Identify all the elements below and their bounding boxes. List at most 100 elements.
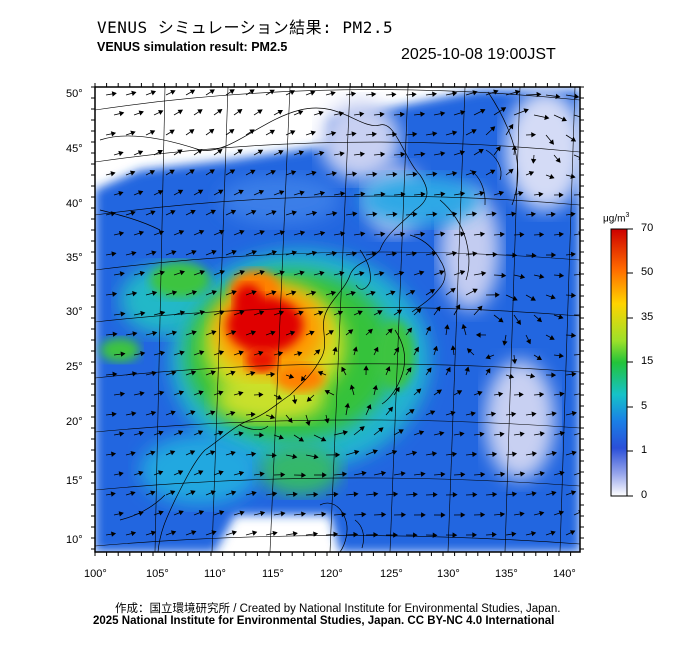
wind-arrowhead: [392, 131, 398, 138]
wind-arrow: [573, 154, 580, 158]
wind-arrowhead: [519, 511, 525, 517]
wind-arrowhead: [459, 270, 466, 276]
wind-arrowhead: [130, 451, 136, 457]
wind-arrowhead: [559, 470, 565, 476]
wind-arrowhead: [211, 530, 217, 536]
wind-arrowhead: [558, 352, 564, 359]
wind-arrowhead: [432, 91, 437, 97]
wind-arrowhead: [190, 490, 196, 496]
wind-arrowhead: [280, 511, 286, 517]
wind-arrowhead: [157, 149, 163, 155]
wind-arrow: [573, 194, 580, 196]
wind-arrowhead: [432, 211, 438, 217]
wind-arrowhead: [440, 191, 446, 197]
wind-arrowhead: [536, 317, 543, 323]
wind-arrowhead: [501, 272, 507, 279]
wind-arrowhead: [396, 309, 403, 315]
wind-arrowhead: [321, 511, 327, 518]
wind-arrowhead: [400, 471, 406, 477]
wind-arrowhead: [171, 290, 178, 296]
copyright-line: 2025 National Institute for Environmenta…: [93, 615, 555, 627]
wind-arrowhead: [435, 306, 441, 312]
lat-label: 40°: [66, 198, 83, 210]
wind-arrowhead: [350, 91, 357, 97]
wind-arrowhead: [178, 390, 185, 396]
wind-arrowhead: [120, 311, 126, 317]
wind-arrowhead: [278, 310, 285, 316]
colorbar-tick: 15: [641, 355, 654, 367]
wind-arrowhead: [170, 210, 176, 215]
wind-arrowhead: [130, 210, 136, 216]
wind-arrowhead: [259, 230, 265, 236]
wind-arrowhead: [278, 150, 284, 155]
wind-arrowhead: [269, 414, 276, 420]
wind-arrowhead: [372, 211, 378, 217]
wind-arrowhead: [452, 170, 458, 177]
wind-arrowhead: [158, 510, 164, 516]
wind-arrowhead: [399, 111, 405, 118]
wind-arrowhead: [472, 90, 478, 96]
wind-arrowhead: [460, 231, 466, 237]
wind-arrowhead: [498, 391, 504, 397]
wind-arrowhead: [416, 388, 422, 394]
wind-arrowhead: [177, 430, 184, 436]
wind-arrowhead: [479, 190, 485, 197]
wind-arrowhead: [387, 406, 394, 413]
wind-arrowhead: [460, 191, 466, 197]
wind-arrowhead: [239, 510, 245, 516]
wind-arrowhead: [499, 431, 505, 437]
lon-label: 140°: [553, 568, 576, 580]
wind-arrowhead: [269, 89, 275, 95]
wind-arrowhead: [492, 451, 498, 458]
wind-arrowhead: [485, 368, 491, 374]
wind-arrowhead: [459, 150, 466, 156]
wind-arrowhead: [138, 110, 144, 116]
wind-arrowhead: [361, 470, 367, 477]
wind-arrowhead: [444, 324, 450, 330]
wind-arrowhead: [199, 350, 205, 356]
wind-arrowhead: [472, 288, 478, 294]
lon-label: 125°: [380, 568, 403, 580]
map-frame: [94, 86, 581, 553]
wind-arrow: [573, 393, 580, 396]
wind-arrowhead: [319, 190, 326, 197]
wind-arrowhead: [119, 431, 125, 437]
wind-arrowhead: [277, 351, 284, 357]
wind-arrowhead: [306, 396, 312, 402]
wind-arrowhead: [318, 310, 324, 316]
wind-arrowhead: [171, 370, 177, 376]
wind-arrowhead: [570, 490, 577, 496]
wind-arrowhead: [409, 409, 415, 414]
wind-arrowhead: [271, 250, 277, 256]
wind-arrowhead: [511, 211, 517, 217]
wind-arrowhead: [360, 231, 366, 237]
wind-arrowhead: [531, 252, 537, 259]
lat-label: 35°: [66, 252, 83, 264]
wind-arrowhead: [229, 89, 235, 95]
wind-arrowhead: [272, 491, 278, 497]
wind-arrowhead: [366, 404, 372, 410]
wind-arrowhead: [297, 351, 303, 357]
wind-arrowhead: [472, 532, 477, 538]
wind-arrowhead: [409, 290, 416, 295]
wind-arrowhead: [550, 294, 556, 300]
wind-arrowhead: [411, 91, 417, 98]
lon-label: 115°: [262, 568, 284, 580]
lon-label: 105°: [146, 568, 169, 580]
wind-arrowhead: [259, 471, 265, 477]
wind-arrowhead: [291, 170, 297, 176]
wind-arrowhead: [319, 270, 325, 276]
wind-arrowhead: [342, 471, 348, 477]
wind-arrowhead: [118, 471, 124, 477]
wind-arrowhead: [429, 410, 436, 416]
wind-arrowhead: [177, 189, 184, 195]
wind-arrowhead: [279, 230, 285, 236]
wind-arrowhead: [250, 411, 256, 418]
wind-arrowhead: [347, 329, 354, 335]
wind-arrowhead: [251, 290, 257, 296]
wind-arrowhead: [299, 230, 306, 236]
wind-arrowhead: [399, 270, 405, 277]
wind-arrowhead: [170, 89, 176, 95]
wind-arrowhead: [338, 111, 345, 117]
wind-arrowhead: [292, 453, 298, 460]
